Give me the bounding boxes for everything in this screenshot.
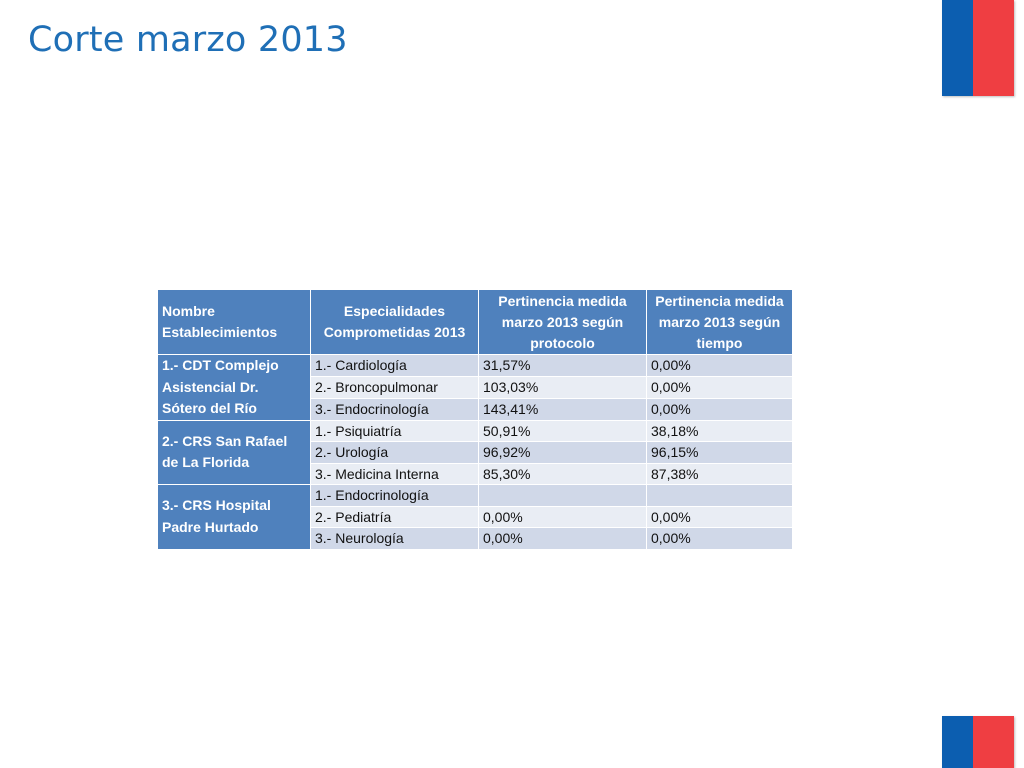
protocolo-cell: 31,57%: [478, 354, 647, 377]
protocolo-cell: [478, 484, 647, 507]
table-row: 1.- CDT Complejo Asistencial Dr. Sótero …: [157, 354, 793, 421]
tiempo-cell: 38,18%: [646, 419, 793, 442]
especialidad-cell: 2.- Broncopulmonar: [310, 375, 479, 399]
especialidad-cell: 1.- Endocrinología: [310, 484, 479, 507]
table-header: Nombre Establecimientos Especialidades C…: [157, 289, 793, 355]
table-row: 3.- Endocrinología 143,41% 0,00%: [158, 397, 793, 421]
protocolo-cell: 0,00%: [478, 527, 647, 550]
tiempo-cell: [646, 484, 793, 507]
flag-decoration-bottom: [942, 716, 1014, 768]
protocolo-cell: 50,91%: [478, 419, 647, 442]
protocolo-cell: 0,00%: [478, 505, 647, 528]
slide-title: Corte marzo 2013: [28, 20, 348, 60]
table-row: 3.- Medicina Interna 85,30% 87,38%: [158, 462, 793, 485]
especialidad-cell: 2.- Urología: [310, 441, 479, 464]
table-row: 2.- Broncopulmonar 103,03% 0,00%: [158, 375, 793, 399]
header-pertinencia-tiempo: Pertinencia medida marzo 2013 según tiem…: [646, 289, 793, 355]
establecimiento-cell: 2.- CRS San Rafael de La Florida: [157, 419, 311, 485]
especialidad-cell: 3.- Medicina Interna: [310, 462, 479, 485]
flag-blue-stripe: [942, 0, 973, 96]
pertinencia-table: Nombre Establecimientos Especialidades C…: [157, 289, 793, 550]
tiempo-cell: 96,15%: [646, 441, 793, 464]
header-especialidades: Especialidades Comprometidas 2013: [310, 289, 479, 355]
header-pertinencia-protocolo: Pertinencia medida marzo 2013 según prot…: [478, 289, 647, 355]
tiempo-cell: 87,38%: [646, 462, 793, 485]
protocolo-cell: 103,03%: [478, 375, 647, 399]
protocolo-cell: 143,41%: [478, 397, 647, 421]
especialidad-cell: 1.- Cardiología: [310, 354, 479, 377]
tiempo-cell: 0,00%: [646, 505, 793, 528]
protocolo-cell: 85,30%: [478, 462, 647, 485]
table-header-row: Nombre Establecimientos Especialidades C…: [157, 289, 793, 355]
table-row: 2.- Pediatría 0,00% 0,00%: [158, 505, 793, 528]
protocolo-cell: 96,92%: [478, 441, 647, 464]
tiempo-cell: 0,00%: [646, 354, 793, 377]
especialidad-cell: 1.- Psiquiatría: [310, 419, 479, 442]
establecimiento-cell: 3.- CRS Hospital Padre Hurtado: [157, 484, 311, 550]
table-row: 3.- CRS Hospital Padre Hurtado 1.- Endoc…: [157, 484, 793, 550]
especialidad-cell: 3.- Endocrinología: [310, 397, 479, 421]
header-establecimientos: Nombre Establecimientos: [157, 289, 311, 355]
tiempo-cell: 0,00%: [646, 527, 793, 550]
flag-red-stripe: [973, 0, 1014, 96]
flag-blue-stripe: [942, 716, 973, 768]
especialidad-cell: 2.- Pediatría: [310, 505, 479, 528]
table-row: 3.- Neurología 0,00% 0,00%: [158, 527, 793, 550]
flag-red-stripe: [973, 716, 1014, 768]
table-body: 1.- CDT Complejo Asistencial Dr. Sótero …: [157, 354, 793, 550]
tiempo-cell: 0,00%: [646, 375, 793, 399]
tiempo-cell: 0,00%: [646, 397, 793, 421]
table-row: 2.- CRS San Rafael de La Florida 1.- Psi…: [157, 419, 793, 485]
establecimiento-cell: 1.- CDT Complejo Asistencial Dr. Sótero …: [157, 354, 311, 421]
flag-decoration-top: [942, 0, 1014, 96]
especialidad-cell: 3.- Neurología: [310, 527, 479, 550]
